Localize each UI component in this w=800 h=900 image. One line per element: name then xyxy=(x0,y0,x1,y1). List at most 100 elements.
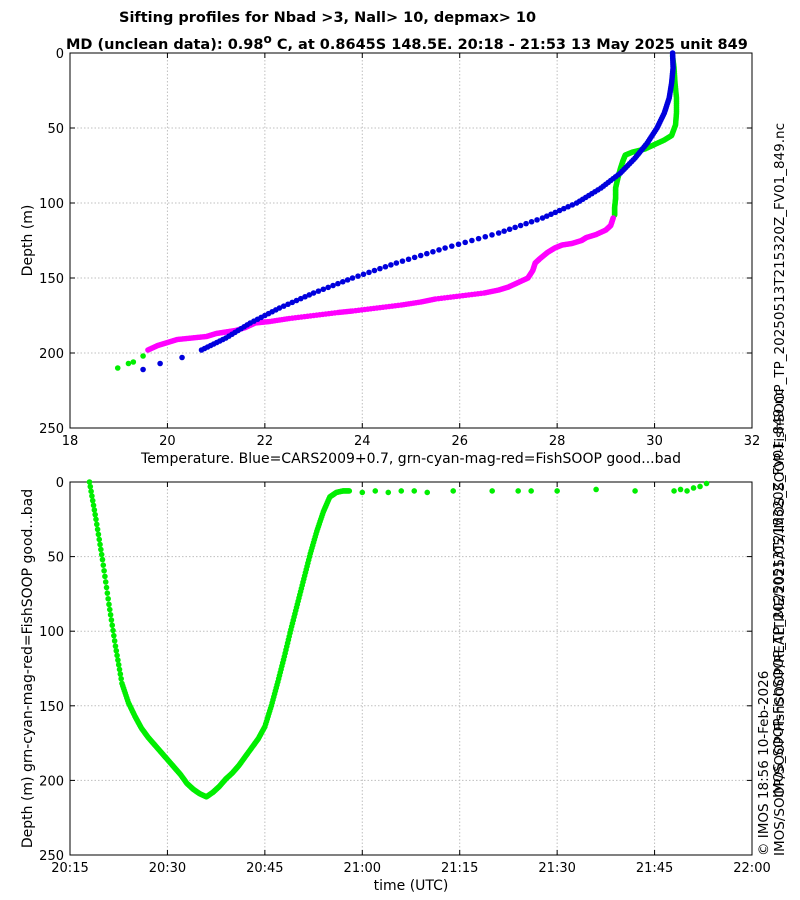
x-tick-label: 24 xyxy=(354,434,371,449)
series-2 xyxy=(145,215,616,353)
data-point xyxy=(417,252,424,259)
y-axis-label: Depth (m) xyxy=(20,205,36,277)
data-point xyxy=(96,536,103,543)
data-point xyxy=(385,489,392,496)
data-point xyxy=(102,579,109,585)
data-point xyxy=(293,297,300,304)
data-point xyxy=(495,230,502,236)
data-point xyxy=(105,595,111,602)
data-point xyxy=(556,207,563,214)
data-point xyxy=(366,269,372,276)
data-point xyxy=(632,488,638,494)
x-tick-label: 20:45 xyxy=(246,861,283,876)
data-point xyxy=(462,239,468,246)
x-tick-label: 20 xyxy=(159,434,176,449)
data-point xyxy=(106,601,112,608)
y-tick-label: 50 xyxy=(47,551,64,566)
data-point xyxy=(114,652,120,659)
data-point xyxy=(554,488,560,494)
x-axis-label: Temperature. Blue=CARS2009+0.7, grn-cyan… xyxy=(140,451,681,467)
data-point xyxy=(684,488,690,494)
x-tick-label: 21:00 xyxy=(344,861,381,876)
data-point xyxy=(95,531,102,538)
x-tick-label: 18 xyxy=(62,434,79,449)
data-point xyxy=(99,556,106,563)
data-point xyxy=(100,562,107,568)
data-point xyxy=(145,347,151,353)
data-point xyxy=(114,365,121,371)
plot-frame xyxy=(69,52,753,429)
data-point xyxy=(543,213,550,219)
series-0 xyxy=(86,479,353,800)
chart-title-line2: MD (unclean data): 0.98o C, at 0.8645S 1… xyxy=(66,32,748,53)
x-tick-label: 26 xyxy=(451,434,468,449)
data-point xyxy=(501,228,507,234)
data-point xyxy=(330,282,336,289)
data-point xyxy=(102,573,108,580)
x-tick-label: 32 xyxy=(744,434,761,449)
plot-frame xyxy=(69,481,753,856)
data-point xyxy=(455,241,462,248)
data-point xyxy=(86,479,93,485)
data-point xyxy=(315,288,322,294)
data-point xyxy=(424,250,430,257)
data-point xyxy=(90,502,97,509)
data-point xyxy=(565,203,571,210)
data-point xyxy=(111,638,118,644)
data-point xyxy=(489,488,495,494)
y-tick-label: 50 xyxy=(47,122,64,137)
y-tick-label: 100 xyxy=(39,197,64,212)
data-point xyxy=(97,541,103,548)
data-point xyxy=(450,488,457,494)
data-point xyxy=(115,657,121,663)
data-point xyxy=(448,243,455,249)
data-point xyxy=(116,666,123,673)
x-tick-label: 30 xyxy=(646,434,663,449)
data-point xyxy=(388,262,394,268)
data-point xyxy=(118,675,124,682)
data-point xyxy=(106,606,113,613)
data-point xyxy=(107,611,114,618)
y-tick-label: 250 xyxy=(39,849,64,864)
data-point xyxy=(671,488,677,494)
data-point xyxy=(89,493,95,499)
data-point xyxy=(528,218,535,225)
data-point xyxy=(109,622,116,629)
side-path: IMOS/SOOP/SOOP-FishSOOP/REALTIME/2025/05… xyxy=(772,123,788,856)
y-tick-label: 150 xyxy=(39,700,64,715)
data-point xyxy=(359,489,366,496)
data-point xyxy=(430,248,436,255)
side-credit: © IMOS 18:56 10-Feb-2026 xyxy=(756,670,772,856)
data-point xyxy=(475,235,482,242)
data-point xyxy=(140,353,146,359)
data-point xyxy=(569,202,576,208)
data-point xyxy=(399,258,406,264)
data-point xyxy=(534,217,540,223)
data-point xyxy=(179,354,185,361)
y-tick-label: 150 xyxy=(39,272,64,287)
data-point xyxy=(539,215,546,221)
degree-sup: o xyxy=(263,32,272,46)
y-axis-label: Depth (m) grn-cyan-mag-red=FishSOOP good… xyxy=(20,489,36,848)
chart-title-line1: Sifting profiles for Nbad >3, Nall> 10, … xyxy=(119,10,537,26)
data-point xyxy=(482,233,489,240)
data-point xyxy=(469,237,475,244)
data-point xyxy=(140,366,146,373)
data-point xyxy=(523,220,529,227)
data-point xyxy=(113,647,120,654)
data-point xyxy=(690,485,697,491)
data-point xyxy=(703,480,710,487)
data-point xyxy=(697,483,703,490)
data-point xyxy=(91,507,98,513)
x-tick-label: 28 xyxy=(549,434,566,449)
data-point xyxy=(198,347,205,353)
x-tick-label: 21:45 xyxy=(636,861,673,876)
title-suffix: C, at 0.8645S 148.5E. 20:18 - 21:53 13 M… xyxy=(271,36,748,53)
data-point xyxy=(89,497,96,504)
data-point xyxy=(552,209,559,216)
data-point xyxy=(306,292,313,298)
data-point xyxy=(110,627,116,634)
series-1 xyxy=(114,353,146,371)
series-4 xyxy=(140,354,185,373)
x-tick-label: 21:15 xyxy=(441,861,478,876)
